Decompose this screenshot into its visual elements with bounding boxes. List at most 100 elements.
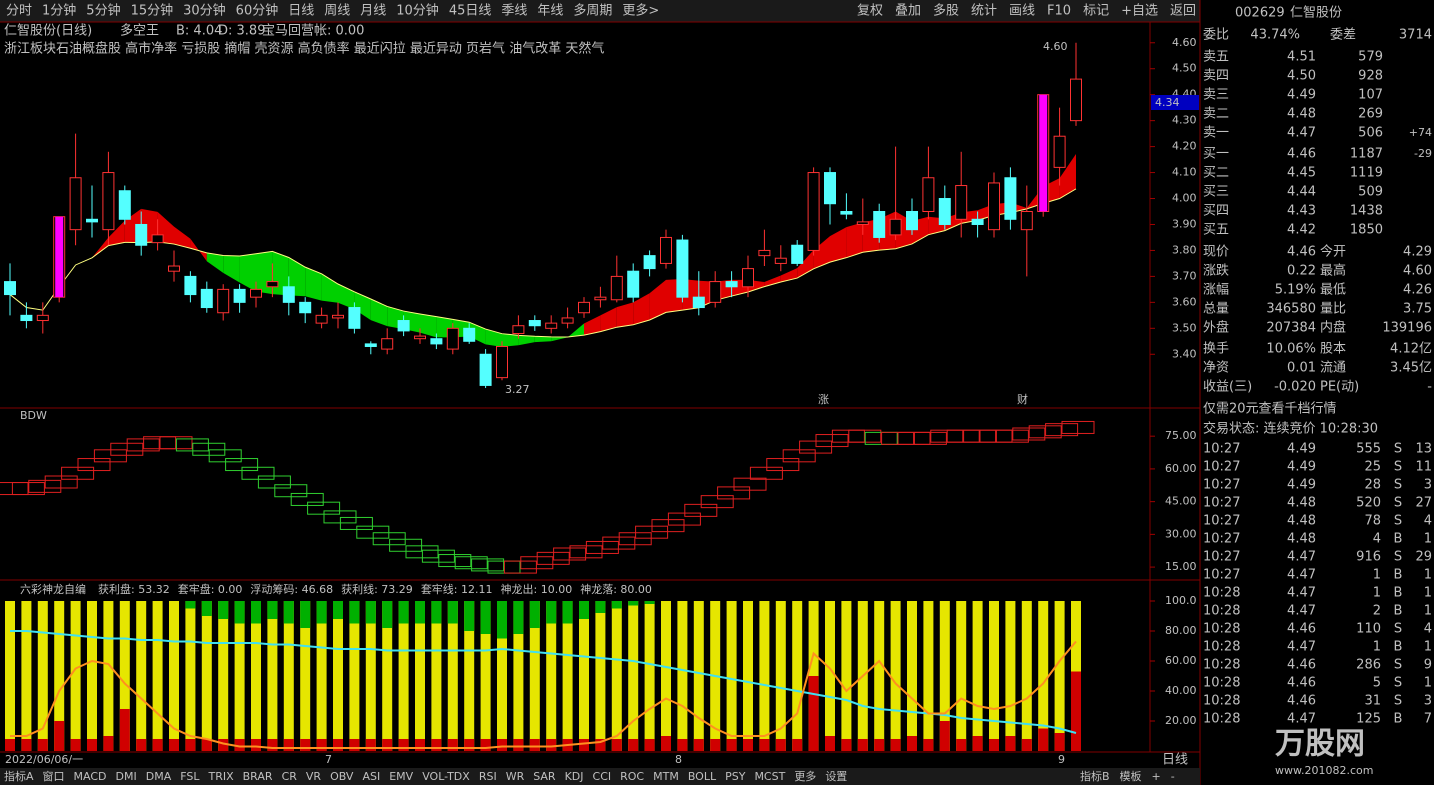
tab[interactable]: RSI	[479, 770, 497, 783]
trade-price: 4.46	[1287, 694, 1316, 709]
toolbar-item[interactable]: 季线	[501, 4, 527, 19]
bar-yellow	[546, 601, 557, 751]
tab[interactable]: 指标A	[4, 769, 34, 783]
ribbon	[239, 253, 256, 292]
trade-time: 10:27	[1203, 460, 1240, 475]
bar-red	[382, 739, 393, 751]
bar-yellow	[37, 601, 48, 751]
bar-yellow	[497, 601, 507, 751]
bar-yellow	[775, 601, 786, 751]
tab[interactable]: KDJ	[565, 770, 584, 783]
tab[interactable]: -	[1171, 770, 1175, 783]
tab[interactable]: CCI	[593, 770, 612, 783]
bar-yellow	[529, 601, 540, 751]
bar-green	[300, 601, 311, 628]
tab[interactable]: 模板	[1120, 769, 1142, 783]
tab[interactable]: ASI	[362, 770, 380, 783]
toolbar-item[interactable]: 年线	[537, 4, 563, 19]
candle-body	[168, 265, 180, 272]
tab[interactable]: VR	[306, 770, 322, 783]
tab[interactable]: EMV	[389, 770, 413, 783]
ribbon	[616, 302, 634, 328]
trade-price: 4.48	[1287, 496, 1316, 511]
tab[interactable]: FSL	[180, 770, 200, 783]
ad-link[interactable]: 仅需20元查看千档行情	[1203, 401, 1337, 417]
toolbar-item[interactable]: 复权	[857, 3, 883, 19]
ribbon	[764, 275, 781, 287]
marker: 财	[1017, 392, 1028, 406]
tab[interactable]: 设置	[825, 770, 847, 783]
toolbar-item[interactable]: 5分钟	[86, 3, 120, 19]
toolbar-item[interactable]: 多股	[933, 3, 959, 19]
toolbar-item[interactable]: 30分钟	[183, 3, 226, 19]
trade-price: 4.48	[1287, 532, 1316, 547]
tab[interactable]: VOL-TDX	[422, 770, 470, 783]
candle-body	[446, 327, 459, 350]
toolbar-item[interactable]: 月线	[360, 4, 386, 19]
bar-green	[251, 601, 261, 624]
toolbar-item[interactable]: 15分钟	[131, 3, 174, 19]
quote-value: 4.12亿	[1390, 342, 1432, 357]
tab[interactable]: 窗口	[43, 769, 65, 783]
tab[interactable]: MTM	[653, 770, 679, 783]
y-tick-label: 3.70	[1172, 269, 1197, 282]
date-label: 9	[1058, 753, 1065, 766]
toolbar-item[interactable]: 返回	[1170, 4, 1196, 19]
toolbar-item[interactable]: 日线	[288, 4, 314, 19]
tab[interactable]: SAR	[533, 770, 556, 783]
toolbar-item[interactable]: 统计	[971, 4, 997, 19]
trade-price: 4.49	[1287, 442, 1316, 457]
bar-yellow	[513, 601, 524, 751]
toolbar-item[interactable]: 10分钟	[396, 3, 439, 19]
toolbar-item[interactable]: 1分钟	[42, 3, 76, 19]
bar-yellow	[759, 601, 770, 751]
tab[interactable]: BOLL	[688, 770, 717, 783]
toolbar-item[interactable]: 分时	[6, 4, 32, 19]
toolbar-item[interactable]: 叠加	[895, 4, 921, 19]
legend-item: 获利线: 73.29	[341, 582, 413, 596]
quote-value: 3.45亿	[1390, 361, 1432, 376]
toolbar-item[interactable]: 60分钟	[236, 3, 279, 19]
toolbar-item[interactable]: 周线	[324, 4, 350, 19]
tab[interactable]: +	[1152, 770, 1161, 783]
toolbar-item[interactable]: 画线	[1009, 4, 1035, 19]
bar-green	[595, 601, 606, 613]
bar-yellow	[956, 601, 967, 751]
book-label: 卖四	[1203, 69, 1229, 84]
candle-body	[578, 301, 590, 314]
candle-body	[824, 172, 836, 205]
tab[interactable]: DMA	[146, 770, 172, 783]
toolbar-item[interactable]: 更多>	[622, 3, 659, 19]
toolbar-item[interactable]: 45日线	[449, 4, 492, 19]
ribbon	[502, 333, 519, 347]
tab[interactable]: 更多	[794, 769, 816, 783]
y-tick-label: 15.00	[1165, 560, 1197, 573]
quote-label: 今开	[1320, 244, 1346, 260]
tab[interactable]: MACD	[74, 770, 107, 783]
tab[interactable]: CR	[282, 770, 298, 783]
book-change: +74	[1409, 126, 1432, 139]
toolbar-item[interactable]: 多周期	[573, 3, 612, 19]
bar-red	[972, 736, 983, 751]
bar-red	[939, 721, 950, 751]
tab[interactable]: PSY	[725, 770, 746, 783]
tab[interactable]: DMI	[116, 770, 137, 783]
bar-yellow	[825, 601, 835, 751]
trade-time: 10:27	[1203, 478, 1240, 493]
tab[interactable]: MCST	[754, 770, 785, 783]
bar-red	[989, 739, 999, 751]
tab[interactable]: ROC	[620, 770, 644, 783]
bar-yellow	[644, 601, 655, 751]
trade-price: 4.46	[1287, 676, 1316, 691]
book-volume: 579	[1358, 50, 1383, 65]
tab[interactable]: TRIX	[207, 770, 234, 783]
tab[interactable]: OBV	[330, 770, 354, 783]
toolbar-item[interactable]: +自选	[1121, 4, 1158, 19]
bar-green	[218, 601, 229, 619]
toolbar-item[interactable]: F10	[1047, 4, 1071, 19]
book-label: 卖一	[1203, 126, 1229, 141]
toolbar-item[interactable]: 标记	[1083, 4, 1109, 19]
tab[interactable]: 指标B	[1080, 769, 1110, 783]
tab[interactable]: WR	[506, 770, 525, 783]
tab[interactable]: BRAR	[243, 770, 273, 783]
